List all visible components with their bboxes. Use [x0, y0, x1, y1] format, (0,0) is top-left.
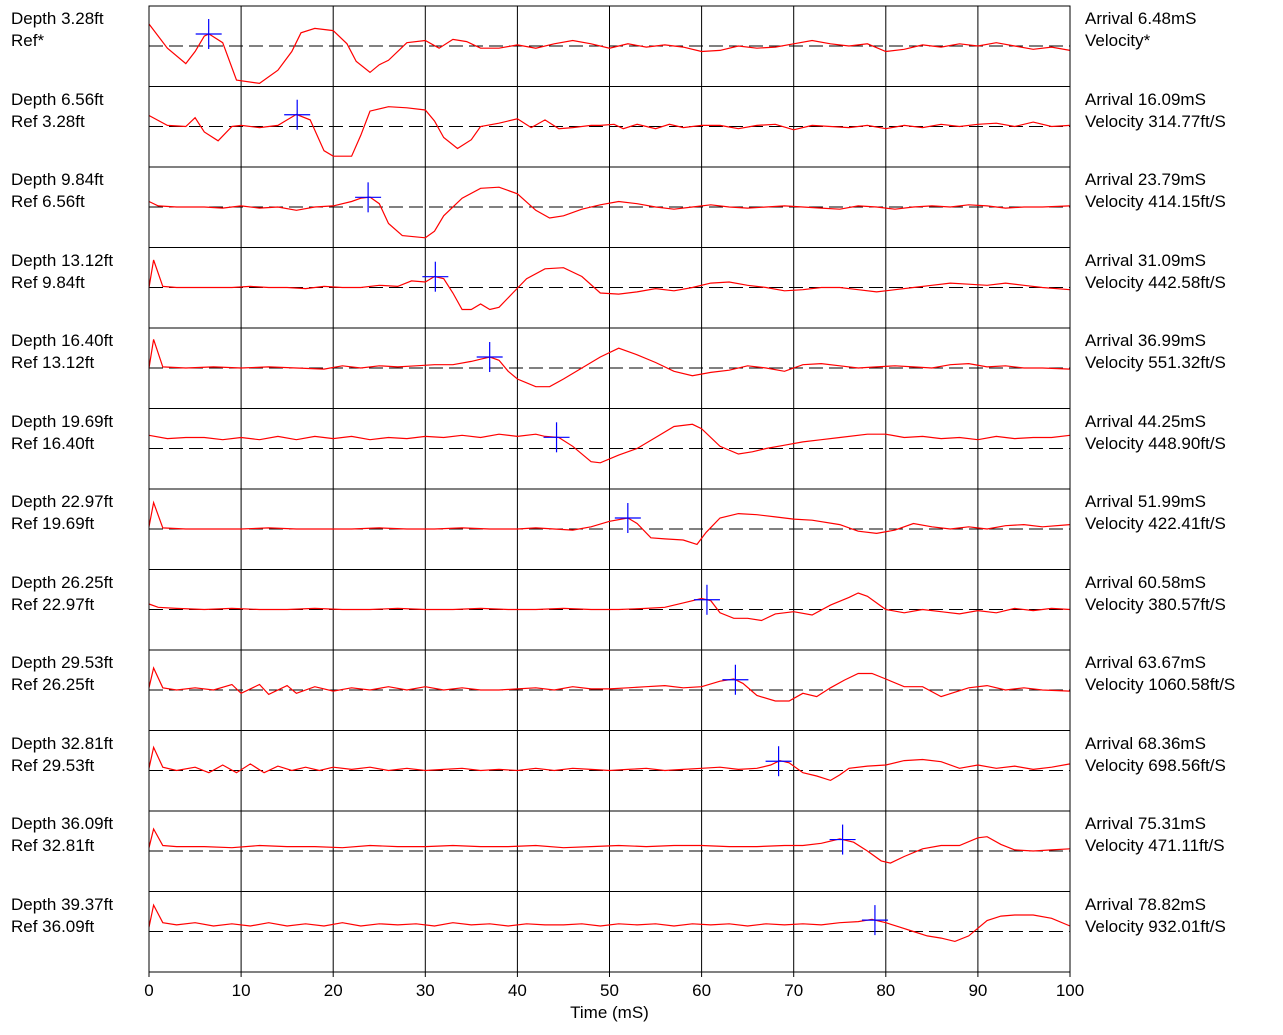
- x-tick-label: 80: [876, 981, 895, 1000]
- ref-label: Ref 36.09ft: [11, 916, 95, 936]
- arrival-label: Arrival 36.99mS: [1085, 331, 1206, 350]
- depth-label: Depth 3.28ft: [11, 9, 104, 28]
- ref-label: Ref 22.97ft: [11, 594, 95, 614]
- ref-label: Ref 9.84ft: [11, 272, 85, 292]
- velocity-label: Velocity 471.11ft/S: [1085, 836, 1225, 855]
- arrival-label: Arrival 75.31mS: [1085, 814, 1206, 833]
- x-tick-label: 90: [968, 981, 987, 1000]
- velocity-label: Velocity 551.32ft/S: [1085, 353, 1226, 372]
- depth-label: Depth 9.84ft: [11, 170, 104, 189]
- ref-label: Ref 32.81ft: [11, 836, 95, 855]
- ref-label: Ref*: [11, 31, 45, 50]
- waveform-trace: [148, 259, 1071, 311]
- depth-label: Depth 26.25ft: [11, 572, 114, 592]
- x-tick-label: 70: [784, 981, 803, 1000]
- arrival-label: Arrival 23.79mS: [1085, 170, 1206, 189]
- velocity-label: Velocity 380.57ft/S: [1085, 594, 1226, 614]
- waveform-trace: [148, 666, 1071, 702]
- waveform-trace: [148, 106, 1071, 157]
- x-tick-label: 20: [324, 981, 343, 1000]
- ref-label: Ref 16.40ft: [11, 433, 95, 453]
- arrival-label: Arrival 44.25mS: [1085, 411, 1206, 431]
- waveform-trace: [148, 23, 1071, 85]
- ref-label: Ref 26.25ft: [11, 675, 95, 694]
- arrival-label: Arrival 60.58mS: [1085, 572, 1206, 592]
- depth-label: Depth 39.37ft: [11, 894, 114, 914]
- velocity-label: Velocity 932.01ft/S: [1085, 916, 1226, 936]
- x-tick-label: 40: [508, 981, 527, 1000]
- depth-label: Depth 36.09ft: [11, 814, 114, 833]
- velocity-label: Velocity*: [1085, 31, 1151, 50]
- depth-label: Depth 16.40ft: [11, 331, 114, 350]
- x-tick-label: 10: [232, 981, 251, 1000]
- ref-label: Ref 3.28ft: [11, 111, 85, 131]
- velocity-label: Velocity 698.56ft/S: [1085, 755, 1226, 775]
- arrival-label: Arrival 78.82mS: [1085, 894, 1206, 914]
- waveform-trace: [148, 827, 1071, 864]
- waveform-trace: [148, 745, 1071, 782]
- depth-label: Depth 32.81ft: [11, 733, 114, 753]
- depth-label: Depth 13.12ft: [11, 250, 114, 270]
- ref-label: Ref 19.69ft: [11, 514, 95, 533]
- x-tick-label: 30: [416, 981, 435, 1000]
- depth-label: Depth 19.69ft: [11, 411, 114, 431]
- waveform-trace: [148, 186, 1071, 239]
- arrival-label: Arrival 16.09mS: [1085, 89, 1206, 109]
- velocity-label: Velocity 314.77ft/S: [1085, 111, 1226, 131]
- waveform-trace: [148, 903, 1071, 943]
- velocity-label: Velocity 414.15ft/S: [1085, 192, 1226, 211]
- waveform-trace: [148, 423, 1071, 464]
- ref-label: Ref 13.12ft: [11, 353, 95, 372]
- arrival-label: Arrival 63.67mS: [1085, 653, 1206, 672]
- velocity-label: Velocity 1060.58ft/S: [1085, 675, 1236, 694]
- x-axis-label: Time (mS): [570, 1003, 649, 1022]
- x-tick-label: 0: [144, 981, 153, 1000]
- arrival-label: Arrival 31.09mS: [1085, 250, 1206, 270]
- velocity-label: Velocity 448.90ft/S: [1085, 433, 1226, 453]
- ref-label: Ref 29.53ft: [11, 755, 95, 775]
- velocity-label: Velocity 442.58ft/S: [1085, 272, 1226, 292]
- depth-label: Depth 29.53ft: [11, 653, 114, 672]
- depth-label: Depth 22.97ft: [11, 492, 114, 511]
- ref-label: Ref 6.56ft: [11, 192, 85, 211]
- arrival-label: Arrival 6.48mS: [1085, 9, 1197, 28]
- x-tick-label: 100: [1056, 981, 1084, 1000]
- arrival-label: Arrival 68.36mS: [1085, 733, 1206, 753]
- x-tick-label: 60: [692, 981, 711, 1000]
- x-tick-label: 50: [600, 981, 619, 1000]
- waveform-trace: [148, 339, 1071, 388]
- arrival-label: Arrival 51.99mS: [1085, 492, 1206, 511]
- velocity-label: Velocity 422.41ft/S: [1085, 514, 1226, 533]
- depth-label: Depth 6.56ft: [11, 89, 104, 109]
- waveform-trace: [148, 500, 1071, 546]
